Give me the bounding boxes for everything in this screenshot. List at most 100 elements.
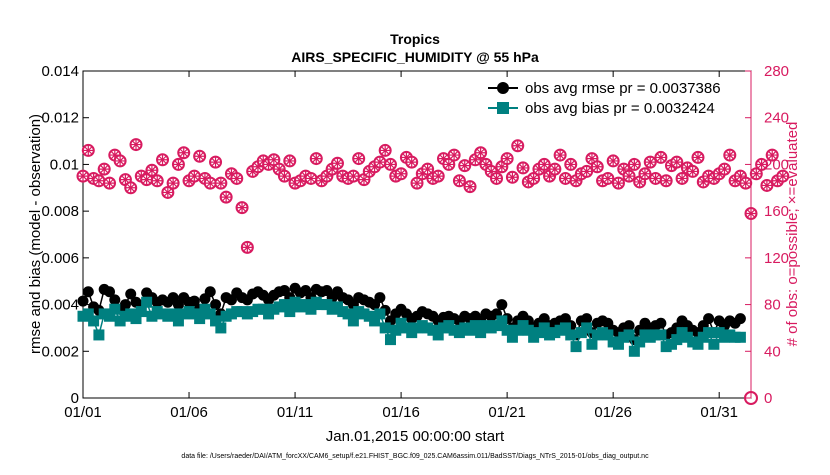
- obs-evaluated-cross: [226, 168, 237, 179]
- obs-evaluated-cross: [465, 181, 476, 192]
- obs-evaluated-cross: [565, 159, 576, 170]
- obs-evaluated-cross: [459, 160, 470, 171]
- bias-point: [522, 324, 534, 336]
- legend-rmse-label: obs avg rmse pr = 0.0037386: [525, 80, 721, 97]
- obs-count-point: [537, 157, 551, 171]
- bias-point: [109, 303, 121, 315]
- obs-evaluated-cross: [730, 175, 741, 186]
- obs-count-point: [394, 167, 408, 181]
- obs-evaluated-cross: [173, 159, 184, 170]
- obs-evaluated-cross: [104, 178, 115, 189]
- rmse-point: [77, 295, 89, 307]
- x-tick-label: 01/26: [594, 404, 632, 421]
- zero-obs-circle: [744, 391, 758, 405]
- x-tick-label: 01/31: [700, 404, 738, 421]
- obs-evaluated-cross: [650, 173, 661, 184]
- obs-count-point: [352, 152, 366, 166]
- bias-point: [628, 345, 640, 357]
- obs-evaluated-cross: [327, 164, 338, 175]
- bias-point: [703, 327, 715, 339]
- obs-evaluated-cross: [698, 176, 709, 187]
- obs-count-point: [277, 169, 291, 183]
- bias-point: [215, 322, 227, 334]
- obs-evaluated-cross: [746, 208, 756, 219]
- obs-count-point: [511, 139, 525, 153]
- legend: obs avg rmse pr = 0.0037386 obs avg bias…: [482, 78, 744, 120]
- bias-point: [135, 306, 147, 318]
- bias-point: [305, 303, 317, 315]
- obs-evaluated-cross: [602, 173, 613, 184]
- obs-count-point: [638, 167, 652, 181]
- x-tick-label: 01/16: [382, 404, 420, 421]
- y-tick-label-left: 0.006: [41, 250, 79, 267]
- obs-evaluated-cross: [406, 157, 417, 168]
- obs-evaluated-cross: [141, 174, 152, 185]
- obs-count-point: [145, 163, 159, 177]
- obs-count-point: [378, 143, 392, 157]
- bias-point: [708, 338, 720, 350]
- obs-evaluated-cross: [422, 164, 433, 175]
- bias-point: [82, 308, 94, 320]
- obs-count-point: [601, 171, 615, 185]
- obs-evaluated-cross: [401, 152, 412, 163]
- obs-evaluated-cross: [470, 154, 481, 165]
- obs-count-point: [219, 190, 233, 204]
- obs-count-point: [649, 171, 663, 185]
- obs-evaluated-cross: [443, 159, 454, 170]
- y-tick-label-right: 160: [764, 203, 789, 220]
- bias-point: [167, 308, 179, 320]
- obs-count-point: [283, 154, 297, 168]
- obs-evaluated-cross: [502, 153, 513, 164]
- obs-count-point: [161, 185, 175, 199]
- obs-count-point: [150, 174, 164, 188]
- obs-evaluated-cross: [777, 171, 788, 182]
- obs-evaluated-cross: [162, 187, 173, 198]
- obs-count-point: [490, 171, 504, 185]
- obs-evaluated-cross: [157, 154, 168, 165]
- obs-count-point: [739, 176, 753, 190]
- obs-evaluated-cross: [549, 164, 560, 175]
- obs-evaluated-cross: [608, 155, 619, 166]
- obs-evaluated-cross: [231, 173, 242, 184]
- obs-evaluated-cross: [671, 157, 682, 168]
- obs-count-point: [330, 156, 344, 170]
- rmse-point: [188, 295, 200, 307]
- obs-count-point: [776, 169, 790, 183]
- y-tick-label-left: 0.008: [41, 203, 79, 220]
- rmse-point: [82, 286, 94, 298]
- bias-point: [204, 308, 216, 320]
- obs-evaluated-cross: [332, 158, 343, 169]
- obs-count-point: [670, 155, 684, 169]
- obs-evaluated-cross: [115, 155, 126, 166]
- obs-count-point: [760, 178, 774, 192]
- y-axis-label-left: rmse and bias (model - observation): [27, 114, 44, 354]
- obs-evaluated-cross: [247, 166, 258, 177]
- obs-count-point: [659, 174, 673, 188]
- y-tick-label-left: 0.012: [41, 110, 79, 127]
- obs-count-point: [765, 148, 779, 162]
- obs-count-point: [267, 153, 281, 167]
- obs-evaluated-cross: [189, 171, 200, 182]
- obs-count-point: [235, 201, 249, 215]
- obs-evaluated-cross: [624, 171, 635, 182]
- plot-layer: 01/01 01/06 01/11 01/16 01/21 01/26 01/31 0 0.00…: [41, 63, 790, 421]
- obs-evaluated-cross: [380, 145, 391, 156]
- obs-count-point: [500, 152, 514, 166]
- obs-evaluated-cross: [677, 173, 688, 184]
- obs-evaluated-cross: [152, 175, 163, 186]
- obs-count-point: [723, 148, 737, 162]
- obs-count-point: [553, 148, 567, 162]
- y-tick-label-left: 0.01: [50, 156, 79, 173]
- obs-evaluated-cross: [692, 152, 703, 163]
- obs-evaluated-cross: [639, 168, 650, 179]
- obs-evaluated-cross: [740, 178, 751, 189]
- obs-evaluated-cross: [687, 166, 698, 177]
- rmse-point: [204, 286, 216, 298]
- bias-point: [342, 308, 354, 320]
- rmse-point: [374, 292, 386, 304]
- obs-evaluated-cross: [555, 150, 566, 161]
- x-tick-label: 01/21: [488, 404, 526, 421]
- bias-point: [501, 324, 513, 336]
- obs-count-point: [622, 169, 636, 183]
- obs-evaluated-cross: [353, 153, 364, 164]
